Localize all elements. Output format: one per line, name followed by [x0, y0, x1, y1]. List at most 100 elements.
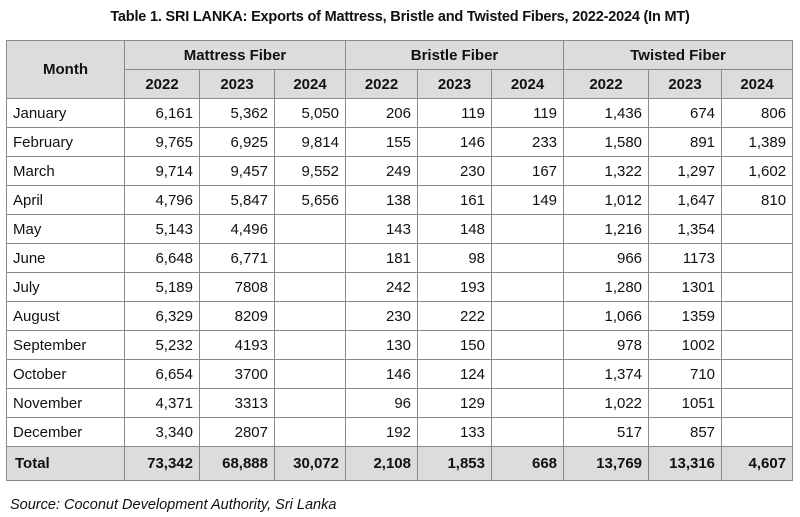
value-cell: 1,354	[648, 214, 723, 244]
value-cell	[274, 417, 346, 447]
value-cell: 4,371	[124, 388, 200, 418]
value-cell: 4193	[199, 330, 275, 360]
month-cell: August	[6, 301, 125, 331]
value-cell	[274, 301, 346, 331]
value-cell: 130	[345, 330, 418, 360]
total-cell: 13,769	[563, 446, 650, 481]
value-cell: 6,925	[199, 127, 275, 157]
total-cell: 1,853	[417, 446, 492, 481]
value-cell: 1,012	[563, 185, 650, 215]
value-cell: 233	[490, 127, 565, 157]
value-cell: 966	[563, 243, 650, 273]
total-label: Total	[6, 446, 125, 481]
value-cell: 7808	[199, 272, 275, 302]
group-header: Twisted Fiber	[563, 40, 794, 70]
value-cell: 138	[345, 185, 418, 215]
value-cell: 806	[721, 98, 794, 128]
value-cell: 148	[417, 214, 492, 244]
value-cell: 1,280	[563, 272, 650, 302]
value-cell: 710	[648, 359, 723, 389]
value-cell: 978	[563, 330, 650, 360]
month-cell: November	[6, 388, 125, 418]
value-cell: 5,362	[199, 98, 275, 128]
value-cell	[490, 388, 565, 418]
value-cell: 857	[648, 417, 723, 447]
value-cell: 3313	[199, 388, 275, 418]
year-header: 2022	[124, 69, 200, 99]
value-cell: 5,847	[199, 185, 275, 215]
value-cell: 3,340	[124, 417, 200, 447]
value-cell: 1,374	[563, 359, 650, 389]
value-cell: 1301	[648, 272, 723, 302]
value-cell: 124	[417, 359, 492, 389]
total-cell: 68,888	[199, 446, 275, 481]
value-cell: 6,654	[124, 359, 200, 389]
total-cell: 73,342	[124, 446, 200, 481]
value-cell: 129	[417, 388, 492, 418]
value-cell: 98	[417, 243, 492, 273]
value-cell: 5,143	[124, 214, 200, 244]
month-column-header: Month	[6, 40, 125, 99]
value-cell: 222	[417, 301, 492, 331]
year-header: 2024	[274, 69, 346, 99]
year-header: 2023	[648, 69, 723, 99]
table-title: Table 1. SRI LANKA: Exports of Mattress,…	[110, 9, 690, 25]
value-cell: 1,602	[721, 156, 794, 186]
value-cell: 146	[345, 359, 418, 389]
value-cell: 181	[345, 243, 418, 273]
value-cell: 119	[490, 98, 565, 128]
year-header: 2023	[199, 69, 275, 99]
total-cell: 13,316	[648, 446, 723, 481]
value-cell: 8209	[199, 301, 275, 331]
value-cell	[490, 243, 565, 273]
table-row: December 3,340 2807 192 133 517 857	[6, 417, 794, 447]
value-cell	[721, 214, 794, 244]
year-header: 2022	[345, 69, 418, 99]
value-cell: 242	[345, 272, 418, 302]
month-cell: January	[6, 98, 125, 128]
value-cell	[490, 417, 565, 447]
value-cell	[274, 330, 346, 360]
year-header-row: 2022 2023 2024 2022 2023 2024 2022 2023 …	[7, 69, 794, 99]
value-cell: 192	[345, 417, 418, 447]
value-cell: 161	[417, 185, 492, 215]
value-cell: 9,814	[274, 127, 346, 157]
group-header: Bristle Fiber	[344, 40, 565, 70]
value-cell: 1051	[648, 388, 723, 418]
value-cell: 133	[417, 417, 492, 447]
total-row: Total 73,342 68,888 30,072 2,108 1,853 6…	[6, 446, 794, 481]
value-cell	[274, 243, 346, 273]
value-cell: 1,580	[563, 127, 650, 157]
table-row: July 5,189 7808 242 193 1,280 1301	[6, 272, 794, 302]
value-cell: 1,436	[563, 98, 650, 128]
table-row: April 4,796 5,847 5,656 138 161 149 1,012 1,647 8…	[6, 185, 794, 215]
table-row: May 5,143 4,496 143 148 1,216 1,354	[6, 214, 794, 244]
value-cell	[721, 359, 794, 389]
value-cell: 3700	[199, 359, 275, 389]
value-cell: 674	[648, 98, 723, 128]
year-header: 2022	[563, 69, 650, 99]
month-cell: September	[6, 330, 125, 360]
total-cell: 2,108	[345, 446, 418, 481]
table-row: February 9,765 6,925 9,814 155 146 233 1,580 891…	[6, 127, 794, 157]
value-cell: 96	[345, 388, 418, 418]
exports-table: Month Mattress Fiber Bristle Fiber Twist…	[6, 40, 794, 481]
value-cell	[721, 330, 794, 360]
month-cell: July	[6, 272, 125, 302]
value-cell: 891	[648, 127, 723, 157]
month-cell: June	[6, 243, 125, 273]
value-cell	[721, 388, 794, 418]
value-cell: 6,329	[124, 301, 200, 331]
value-cell: 143	[345, 214, 418, 244]
table-row: June 6,648 6,771 181 98 966 1173	[6, 243, 794, 273]
total-cell: 668	[490, 446, 565, 481]
total-cell: 4,607	[721, 446, 794, 481]
value-cell	[274, 388, 346, 418]
group-header-row: Month Mattress Fiber Bristle Fiber Twist…	[6, 40, 794, 99]
value-cell: 2807	[199, 417, 275, 447]
table-row: September 5,232 4193 130 150 978 1002	[6, 330, 794, 360]
month-cell: May	[6, 214, 125, 244]
month-cell: March	[6, 156, 125, 186]
value-cell: 4,796	[124, 185, 200, 215]
value-cell: 810	[721, 185, 794, 215]
